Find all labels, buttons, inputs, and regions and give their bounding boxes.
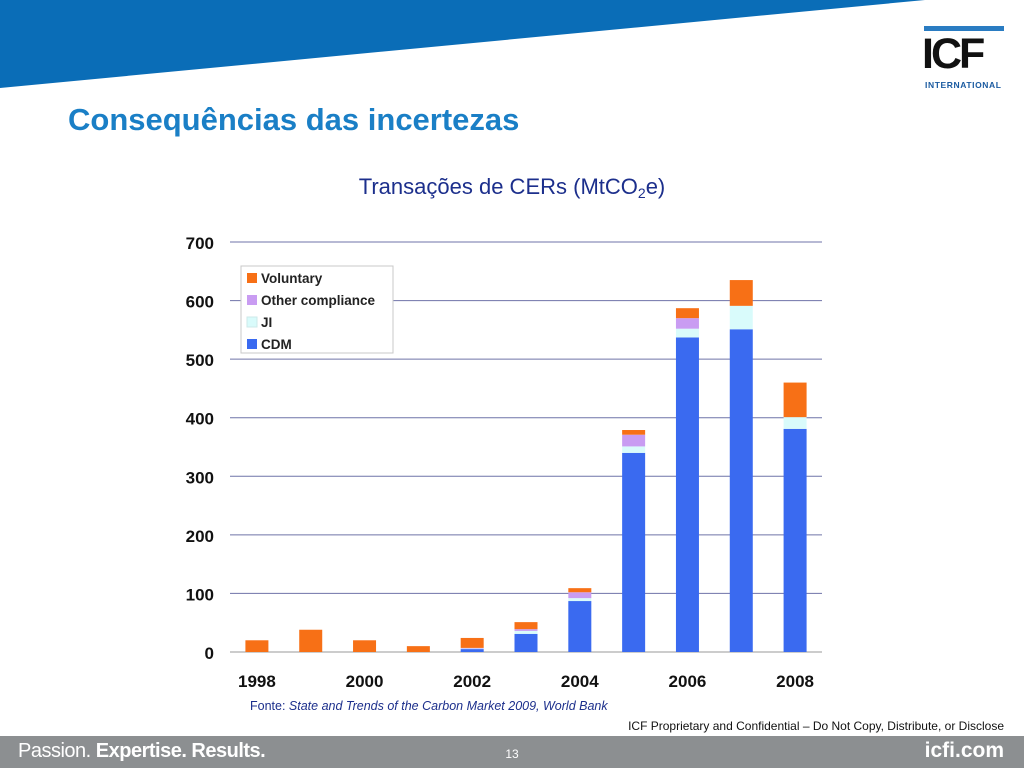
legend-label-voluntary: Voluntary (261, 271, 323, 286)
bar-1999-voluntary (299, 629, 323, 652)
bar-2008-cdm (783, 428, 807, 652)
bar-2007-voluntary (729, 280, 753, 306)
bar-2006-ji (675, 328, 699, 338)
bars (245, 280, 807, 652)
bar-2004-other-compliance (568, 592, 592, 599)
legend-label-cdm: CDM (261, 337, 292, 352)
tagline-passion: Passion. (18, 740, 96, 762)
bar-2005-cdm (622, 452, 646, 652)
logo-subtext: INTERNATIONAL (925, 80, 1002, 90)
bar-2000-voluntary (353, 640, 377, 652)
y-axis-ticks: 0 100 200 300 400 500 600 700 (186, 234, 214, 663)
y-tick-label-200: 200 (186, 527, 214, 546)
bar-2006-cdm (675, 337, 699, 652)
y-tick-label-0: 0 (205, 644, 214, 663)
x-tick-label-2002: 2002 (453, 672, 491, 691)
disclaimer: ICF Proprietary and Confidential – Do No… (628, 719, 1004, 733)
legend-swatch-other-compliance (247, 295, 257, 305)
logo-accent-bar (924, 26, 1004, 31)
y-tick-label-400: 400 (186, 410, 214, 429)
bar-2004-voluntary (568, 588, 592, 593)
y-tick-label-600: 600 (186, 293, 214, 312)
tagline-expertise-results: Expertise. Results. (95, 740, 266, 762)
bar-2004-cdm (568, 601, 592, 652)
x-axis-ticks: 1998 2000 2002 2004 2006 2008 (238, 672, 814, 691)
legend-label-ji: JI (261, 315, 272, 330)
y-tick-label-100: 100 (186, 585, 214, 604)
footer-tagline: Passion. Expertise. Results. (18, 740, 266, 763)
y-tick-label-700: 700 (186, 234, 214, 253)
chart-title-subscript: 2 (637, 185, 646, 201)
bar-2004-ji (568, 598, 592, 602)
bar-2007-cdm (729, 329, 753, 652)
icf-logo: ICF INTERNATIONAL (922, 26, 1006, 92)
y-tick-label-300: 300 (186, 468, 214, 487)
legend-swatch-cdm (247, 339, 257, 349)
bar-2003-voluntary (514, 622, 538, 630)
bar-2002-cdm (460, 649, 484, 652)
x-tick-label-2008: 2008 (776, 672, 814, 691)
legend-label-other-compliance: Other compliance (261, 293, 376, 308)
legend-box (240, 265, 394, 354)
bar-2007-ji (729, 305, 753, 330)
bar-2002-voluntary (460, 637, 484, 648)
bar-2005-voluntary (622, 430, 646, 435)
chart-title-main: Transações de CERs (MtCO (358, 174, 638, 199)
bar-2002-ji (460, 648, 484, 650)
source-reference: State and Trends of the Carbon Market 20… (288, 699, 608, 713)
bar-2003-cdm (514, 633, 538, 652)
y-tick-label-500: 500 (186, 351, 214, 370)
x-tick-label-2004: 2004 (561, 672, 599, 691)
x-tick-label-2000: 2000 (346, 672, 384, 691)
chart-title: Transações de CERs (MtCO2e) (0, 174, 1024, 201)
bar-2003-other-compliance (514, 629, 538, 631)
x-tick-label-2006: 2006 (669, 672, 707, 691)
slide-title: Consequências das incertezas (68, 102, 520, 137)
logo-text: ICF (922, 30, 985, 78)
bar-2008-voluntary (783, 382, 807, 418)
x-tick-label-1998: 1998 (238, 672, 276, 691)
stacked-bar-chart: 0 100 200 300 400 500 600 700 1998 2000 2002 2004 2… (186, 234, 822, 691)
chart-title-end: e) (645, 174, 666, 199)
legend-swatch-ji (246, 316, 258, 328)
bar-2005-ji (622, 446, 646, 453)
bar-2006-voluntary (675, 308, 699, 319)
bar-2002-other-compliance (460, 647, 484, 649)
bar-2005-other-compliance (622, 434, 646, 447)
chart-legend: Voluntary Other compliance JI CDM (240, 265, 394, 354)
footer-website: icfi.com (924, 739, 1004, 762)
bar-2003-ji (514, 630, 538, 634)
page-number: 13 (505, 747, 519, 761)
source-label: Fonte: (250, 699, 289, 713)
top-banner (0, 0, 925, 88)
bar-1998-voluntary (245, 640, 269, 652)
footer-bar: Passion. Expertise. Results. 13 icfi.com (0, 736, 1024, 768)
legend-swatch-voluntary (247, 273, 257, 283)
bar-2008-ji (783, 417, 807, 429)
source-note: Fonte: State and Trends of the Carbon Ma… (250, 699, 608, 713)
bar-2006-other-compliance (675, 318, 699, 329)
bar-2001-voluntary (406, 646, 430, 652)
